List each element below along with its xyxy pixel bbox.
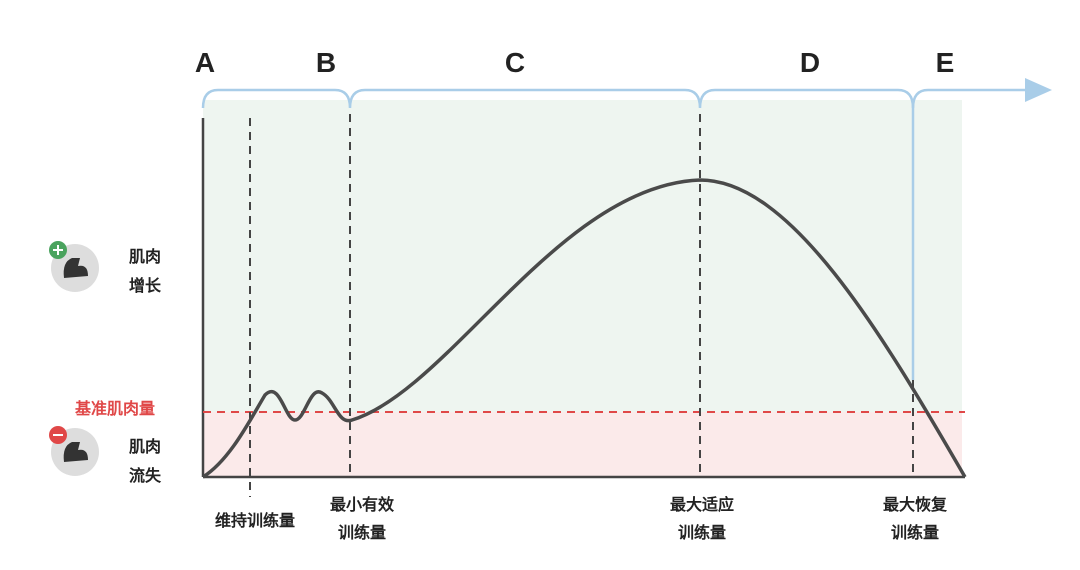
segment-label: B xyxy=(316,47,336,78)
growth-icon xyxy=(49,241,99,292)
loss-icon xyxy=(49,426,99,476)
segment-label: A xyxy=(195,47,215,78)
marker-label: 最大恢复 xyxy=(883,495,948,514)
marker-label: 训练量 xyxy=(338,523,386,542)
loss-zone xyxy=(203,412,962,477)
growth-zone xyxy=(203,100,962,412)
muscle-curve xyxy=(202,178,967,479)
marker-label: 最大适应 xyxy=(670,495,734,514)
marker-label: 维持训练量 xyxy=(215,511,295,530)
baseline-label: 基准肌肉量 xyxy=(74,399,155,418)
marker-label: 训练量 xyxy=(891,523,939,542)
braces xyxy=(201,88,1030,380)
segment-label: D xyxy=(800,47,820,78)
zone-label: 肌肉 xyxy=(129,247,161,266)
zone-label: 流失 xyxy=(129,466,162,485)
segment-label: E xyxy=(936,47,955,78)
zone-label: 肌肉 xyxy=(129,437,161,456)
zone-label: 增长 xyxy=(129,276,162,295)
marker-label: 训练量 xyxy=(678,523,726,542)
arrow-head xyxy=(1025,78,1052,102)
segment-label: C xyxy=(505,47,525,78)
marker-label: 最小有效 xyxy=(330,495,394,514)
